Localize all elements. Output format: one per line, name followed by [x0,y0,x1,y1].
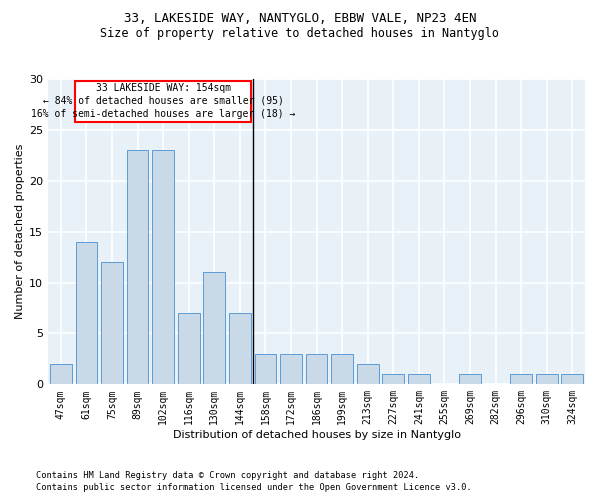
Bar [459,374,481,384]
Text: 33, LAKESIDE WAY, NANTYGLO, EBBW VALE, NP23 4EN: 33, LAKESIDE WAY, NANTYGLO, EBBW VALE, N… [124,12,476,26]
Y-axis label: Number of detached properties: Number of detached properties [15,144,25,320]
Bar [229,313,251,384]
Text: Size of property relative to detached houses in Nantyglo: Size of property relative to detached ho… [101,28,499,40]
Bar [254,354,277,384]
FancyBboxPatch shape [75,80,251,122]
Bar [152,150,174,384]
Text: 33 LAKESIDE WAY: 154sqm: 33 LAKESIDE WAY: 154sqm [95,83,231,93]
Bar [203,272,225,384]
Bar [101,262,123,384]
X-axis label: Distribution of detached houses by size in Nantyglo: Distribution of detached houses by size … [173,430,461,440]
Bar [357,364,379,384]
Bar [178,313,200,384]
Bar [127,150,148,384]
Bar [76,242,97,384]
Bar [50,364,72,384]
Bar [306,354,328,384]
Bar [408,374,430,384]
Text: Contains HM Land Registry data © Crown copyright and database right 2024.: Contains HM Land Registry data © Crown c… [36,471,419,480]
Text: Contains public sector information licensed under the Open Government Licence v3: Contains public sector information licen… [36,484,472,492]
Bar [382,374,404,384]
Text: ← 84% of detached houses are smaller (95): ← 84% of detached houses are smaller (95… [43,96,284,106]
Bar [562,374,583,384]
Bar [280,354,302,384]
Bar [331,354,353,384]
Bar [510,374,532,384]
Bar [536,374,557,384]
Text: 16% of semi-detached houses are larger (18) →: 16% of semi-detached houses are larger (… [31,109,295,119]
